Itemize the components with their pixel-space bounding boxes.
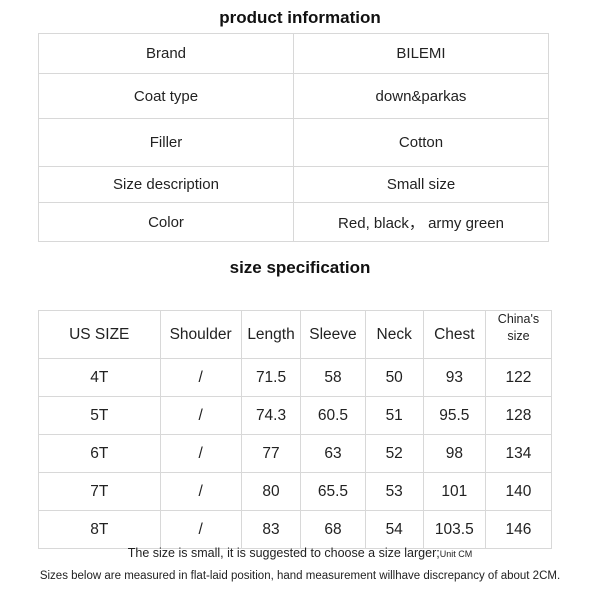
info-label: Brand — [38, 33, 294, 74]
size-cell: 93 — [422, 358, 486, 397]
size-cell: 77 — [240, 434, 302, 473]
size-cell: 134 — [484, 434, 553, 473]
column-header: Chest — [422, 310, 486, 359]
size-row: 8T/83 68 54 103.5 146 — [38, 510, 553, 549]
info-row: Coat type down&parkas — [38, 73, 549, 119]
size-note: The size is small, it is suggested to ch… — [0, 546, 600, 560]
size-spec-table: US SIZE Shoulder Length Sleeve Neck Chest Chin… — [38, 310, 553, 549]
size-cell: 80 — [240, 472, 302, 511]
size-spec-title: size specification — [229, 258, 371, 277]
size-cell: 58 — [300, 358, 366, 397]
size-cell: 8T — [38, 510, 161, 549]
info-value: Cotton — [293, 118, 549, 167]
size-cell: 60.5 — [300, 396, 366, 435]
size-cell: 83 — [240, 510, 302, 549]
size-cell: 54 — [364, 510, 424, 549]
size-cell: 53 — [364, 472, 424, 511]
column-header: Sleeve — [300, 310, 366, 359]
size-row: 5T/74.3 60.5 51 95.5 128 — [38, 396, 553, 435]
size-cell: 101 — [422, 472, 486, 511]
unit-note: Unit CM — [439, 549, 473, 559]
size-cell: 146 — [484, 510, 553, 549]
size-cell: 140 — [484, 472, 553, 511]
column-header: Length — [240, 310, 302, 359]
size-cell: 68 — [300, 510, 366, 549]
info-row: Color Red, black， army green — [38, 202, 549, 242]
info-row: Size description Small size — [38, 166, 549, 203]
size-cell: 52 — [364, 434, 424, 473]
info-value: BILEMI — [293, 33, 549, 74]
size-cell: 65.5 — [300, 472, 366, 511]
column-header: Neck — [364, 310, 424, 359]
size-cell: 74.3 — [240, 396, 302, 435]
size-cell: 128 — [484, 396, 553, 435]
column-header: Shoulder — [159, 310, 242, 359]
size-cell: / — [159, 510, 242, 549]
size-cell: 122 — [484, 358, 553, 397]
size-cell: 98 — [422, 434, 486, 473]
size-cell: 4T — [38, 358, 161, 397]
size-row: 7T/80 65.5 53 101 140 — [38, 472, 553, 511]
product-info-table: Brand BILEMI Coat type down&parkas Filler Cot… — [38, 33, 549, 242]
size-row: 4T/71.5 58 50 93 122 — [38, 358, 553, 397]
size-cell: 6T — [38, 434, 161, 473]
column-header: US SIZE — [38, 310, 161, 359]
info-row: Filler Cotton — [38, 118, 549, 167]
size-cell: / — [159, 358, 242, 397]
info-value: Red, black， army green — [293, 202, 549, 242]
size-cell: 50 — [364, 358, 424, 397]
size-cell: 51 — [364, 396, 424, 435]
size-note-text: The size is small, it is suggested to ch… — [127, 546, 440, 560]
size-cell: 71.5 — [240, 358, 302, 397]
column-header: China's size — [484, 310, 553, 359]
size-cell: / — [159, 396, 242, 435]
info-value: down&parkas — [293, 73, 549, 119]
info-label: Coat type — [38, 73, 294, 119]
size-cell: / — [159, 472, 242, 511]
measurement-note: Sizes below are measured in flat-laid po… — [39, 570, 561, 582]
size-cell: 7T — [38, 472, 161, 511]
info-label: Filler — [38, 118, 294, 167]
size-row: 6T/77 63 52 98 134 — [38, 434, 553, 473]
size-cell: 63 — [300, 434, 366, 473]
size-cell: 95.5 — [422, 396, 486, 435]
product-info-title: product information — [219, 8, 381, 27]
info-row: Brand BILEMI — [38, 33, 549, 74]
info-label: Size description — [38, 166, 294, 203]
size-cell: 103.5 — [422, 510, 486, 549]
size-cell: / — [159, 434, 242, 473]
info-value: Small size — [293, 166, 549, 203]
size-header-row: US SIZE Shoulder Length Sleeve Neck Chest Chin… — [38, 310, 553, 359]
info-label: Color — [38, 202, 294, 242]
size-cell: 5T — [38, 396, 161, 435]
